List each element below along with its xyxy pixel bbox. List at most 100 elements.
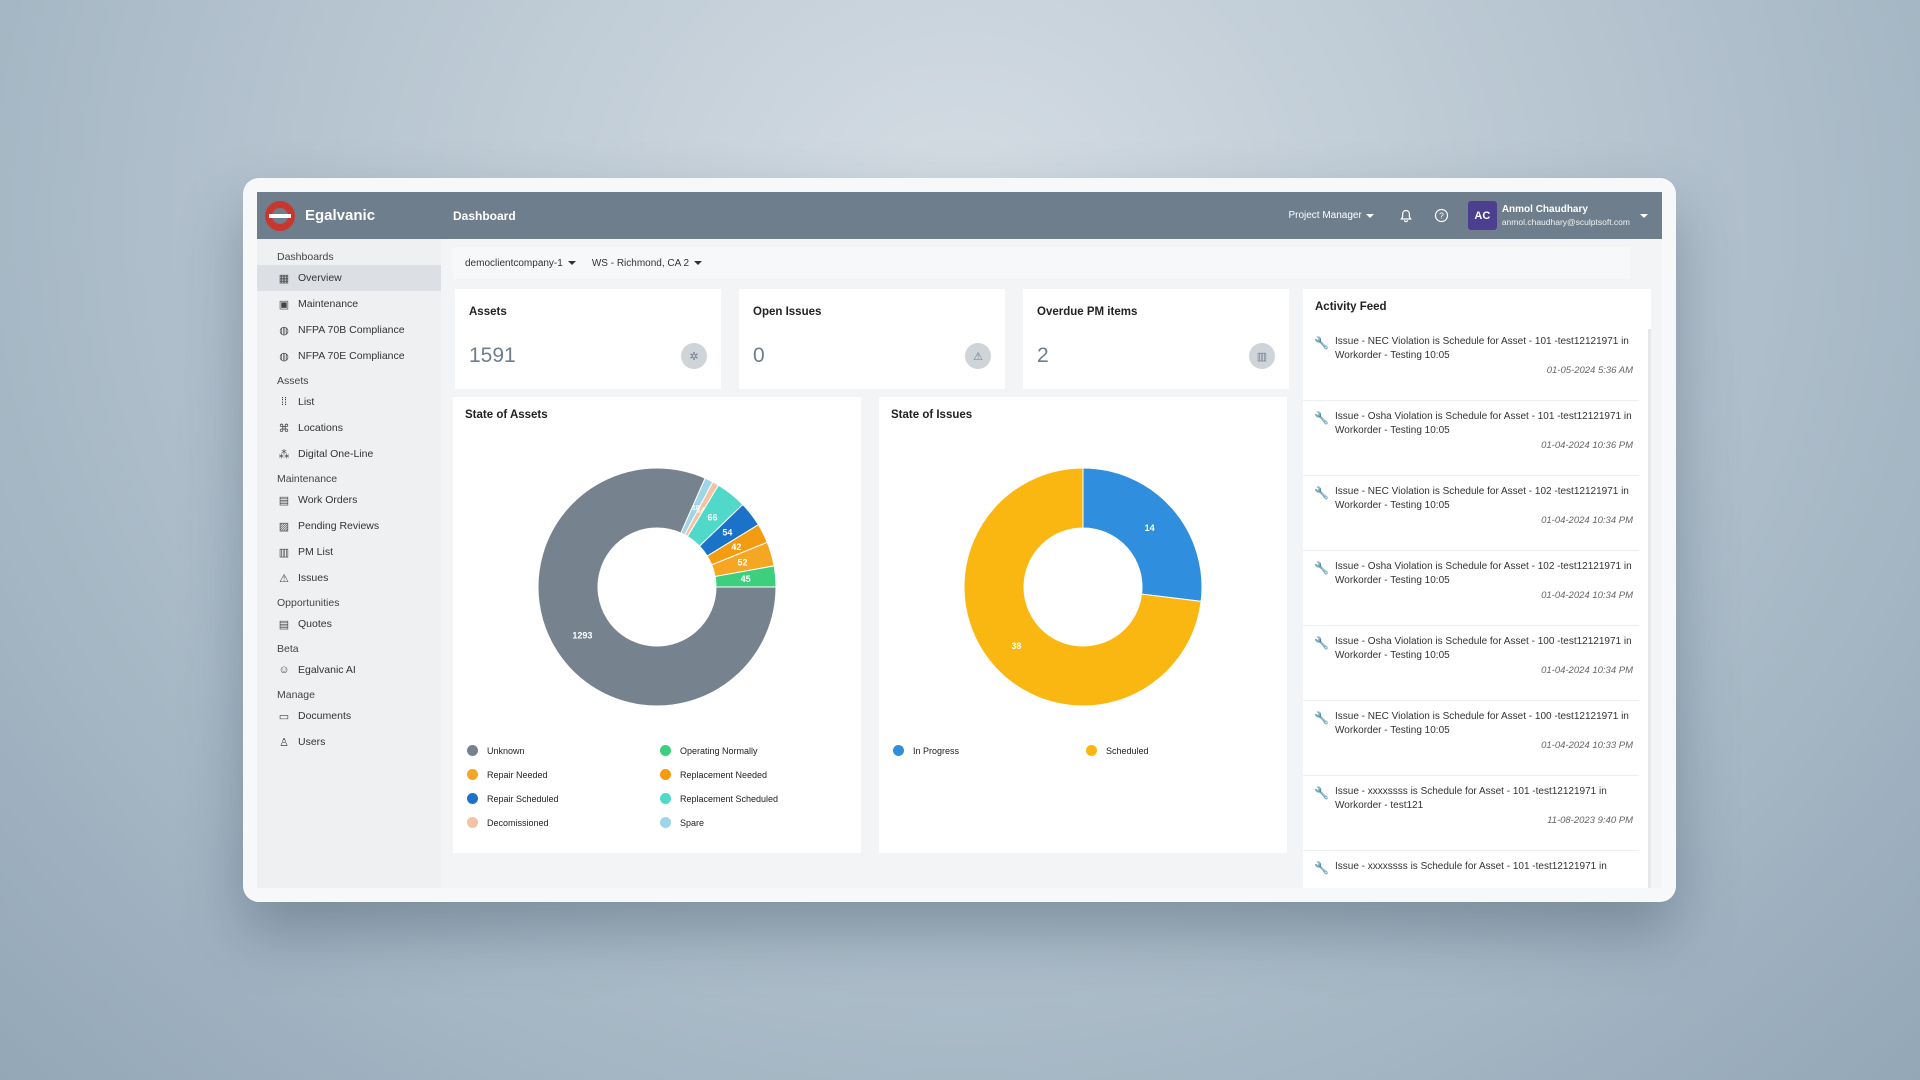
- sidebar-item-overview[interactable]: ▦ Overview: [257, 265, 441, 291]
- sidebar-item-digital-one-line[interactable]: ⁂ Digital One-Line: [257, 441, 441, 467]
- wrench-icon: 🔧: [1314, 636, 1329, 650]
- user-info[interactable]: Anmol Chaudhary anmol.chaudhary@sculptso…: [1502, 204, 1630, 228]
- svg-text:?: ?: [1439, 211, 1444, 221]
- donut-slice[interactable]: [1082, 467, 1203, 602]
- kpi-title: Assets: [469, 306, 507, 318]
- help-icon[interactable]: ?: [1434, 208, 1450, 224]
- sidebar-item-label: Locations: [298, 422, 343, 434]
- chart-title: State of Assets: [465, 409, 548, 421]
- kpi-card-assets[interactable]: Assets 1591 ✲: [455, 289, 721, 389]
- company-filter-value: democlientcompany-1: [465, 257, 563, 269]
- top-right: Project Manager ? AC Anmol Chaudhary anm…: [1288, 201, 1662, 230]
- chevron-down-icon: [1365, 213, 1374, 218]
- legend-item[interactable]: Operating Normally: [660, 745, 758, 756]
- brand[interactable]: Egalvanic: [257, 200, 453, 231]
- state-of-issues-donut[interactable]: 14 38: [879, 447, 1287, 727]
- legend-swatch: [660, 817, 671, 828]
- donut-slice-label: 14: [1145, 523, 1155, 533]
- app: Egalvanic Dashboard Project Manager ? AC…: [257, 192, 1662, 888]
- legend-item[interactable]: Scheduled: [1086, 745, 1149, 756]
- sidebar-section-dashboards: Dashboards: [277, 251, 334, 263]
- sidebar-item-quotes[interactable]: ▤ Quotes: [257, 611, 441, 637]
- sidebar-item-maintenance[interactable]: ▣ Maintenance: [257, 291, 441, 317]
- activity-item[interactable]: 🔧 Issue - NEC Violation is Schedule for A…: [1303, 325, 1639, 401]
- sidebar-item-nfpa-70e[interactable]: ◍ NFPA 70E Compliance: [257, 343, 441, 369]
- sidebar-item-label: Users: [298, 736, 326, 748]
- legend-item[interactable]: Replacement Scheduled: [660, 793, 778, 804]
- chevron-down-icon[interactable]: [1640, 213, 1648, 218]
- kpi-card-overdue-pm[interactable]: Overdue PM items 2 ▥: [1023, 289, 1289, 389]
- site-filter[interactable]: WS - Richmond, CA 2: [591, 257, 703, 269]
- donut-slice[interactable]: [537, 467, 777, 707]
- sidebar-item-pm-list[interactable]: ▥ PM List: [257, 539, 441, 565]
- legend-item[interactable]: In Progress: [893, 745, 959, 756]
- user-name: Anmol Chaudhary: [1501, 203, 1588, 215]
- sidebar-item-nfpa-70b[interactable]: ◍ NFPA 70B Compliance: [257, 317, 441, 343]
- sidebar-section-assets: Assets: [277, 375, 309, 387]
- sidebar-item-users[interactable]: ♙ Users: [257, 729, 441, 755]
- activity-text: Issue - NEC Violation is Schedule for As…: [1335, 711, 1629, 736]
- activity-item[interactable]: 🔧 Issue - NEC Violation is Schedule for A…: [1303, 700, 1639, 776]
- legend-item[interactable]: Replacement Needed: [660, 769, 767, 780]
- donut-slice-label: 1293: [572, 631, 592, 641]
- filter-bar: democlientcompany-1 WS - Richmond, CA 2: [453, 247, 1630, 279]
- wrench-icon: 🔧: [1314, 711, 1329, 725]
- app-window: Egalvanic Dashboard Project Manager ? AC…: [243, 178, 1676, 902]
- legend-item[interactable]: Repair Scheduled: [467, 793, 559, 804]
- page-title: Dashboard: [453, 208, 516, 223]
- activity-item[interactable]: 🔧 Issue - NEC Violation is Schedule for A…: [1303, 475, 1639, 551]
- sidebar-item-label: Pending Reviews: [298, 520, 380, 532]
- sidebar-item-documents[interactable]: ▭ Documents: [257, 703, 441, 729]
- kpi-value: 1591: [469, 344, 516, 367]
- scrollbar[interactable]: [1648, 329, 1651, 888]
- state-of-assets-card: State of Assets 1293 18 14 66 54 42 52 45 Unkno…: [453, 397, 861, 853]
- top-bar: Egalvanic Dashboard Project Manager ? AC…: [257, 192, 1662, 239]
- legend-item[interactable]: Decomissioned: [467, 817, 549, 828]
- donut-slice[interactable]: [714, 565, 777, 588]
- legend-label: Replacement Scheduled: [680, 793, 779, 804]
- wrench-icon: 🔧: [1314, 786, 1329, 800]
- sidebar-item-work-orders[interactable]: ▤ Work Orders: [257, 487, 441, 513]
- legend-label: Operating Normally: [680, 745, 758, 756]
- sidebar-item-label: Maintenance: [298, 298, 359, 310]
- legend-label: In Progress: [913, 745, 960, 756]
- activity-time: 01-04-2024 10:33 PM: [1541, 740, 1633, 751]
- legend-label: Replacement Needed: [680, 769, 768, 780]
- ai-icon: ☺: [278, 664, 290, 676]
- activity-item[interactable]: 🔧 Issue - Osha Violation is Schedule for …: [1303, 400, 1639, 476]
- document-icon: ▤: [278, 494, 290, 507]
- sidebar-item-locations[interactable]: ⌘ Locations: [257, 415, 441, 441]
- sidebar-item-list[interactable]: ⁞⁞ List: [257, 389, 441, 415]
- avatar[interactable]: AC: [1467, 201, 1497, 230]
- sidebar-item-egalvanic-ai[interactable]: ☺ Egalvanic AI: [257, 657, 441, 683]
- wrench-icon: 🔧: [1314, 561, 1329, 575]
- wrench-icon: 🔧: [1314, 411, 1329, 425]
- activity-item[interactable]: 🔧 Issue - xxxxssss is Schedule for Asset …: [1303, 850, 1639, 888]
- bell-icon[interactable]: [1398, 208, 1414, 224]
- wrench-icon: 🔧: [1314, 486, 1329, 500]
- user-icon: ♙: [279, 736, 289, 749]
- role-dropdown[interactable]: Project Manager: [1288, 210, 1374, 221]
- kpi-card-open-issues[interactable]: Open Issues 0 ⚠: [739, 289, 1005, 389]
- donut-slice[interactable]: [963, 467, 1202, 707]
- chart-title: State of Issues: [891, 409, 973, 421]
- image-icon: ▨: [278, 520, 290, 533]
- donut-slice-label: 38: [1011, 641, 1021, 651]
- sidebar-item-pending-reviews[interactable]: ▨ Pending Reviews: [257, 513, 441, 539]
- wrench-icon: 🔧: [1314, 861, 1329, 875]
- activity-item[interactable]: 🔧 Issue - xxxxssss is Schedule for Asset …: [1303, 775, 1639, 851]
- legend-item[interactable]: Spare: [660, 817, 704, 828]
- activity-item[interactable]: 🔧 Issue - Osha Violation is Schedule for …: [1303, 625, 1639, 701]
- sidebar-item-issues[interactable]: ⚠ Issues: [257, 565, 441, 591]
- legend-item[interactable]: Unknown: [467, 745, 525, 756]
- legend-label: Repair Needed: [487, 769, 548, 780]
- legend-item[interactable]: Repair Needed: [467, 769, 548, 780]
- globe-icon: ◍: [279, 350, 289, 363]
- activity-item[interactable]: 🔧 Issue - Osha Violation is Schedule for …: [1303, 550, 1639, 626]
- site-filter-value: WS - Richmond, CA 2: [591, 257, 690, 269]
- kpi-title: Overdue PM items: [1037, 306, 1138, 318]
- kpi-title: Open Issues: [753, 306, 822, 318]
- globe-icon: ◍: [279, 324, 289, 337]
- company-filter[interactable]: democlientcompany-1: [465, 258, 576, 269]
